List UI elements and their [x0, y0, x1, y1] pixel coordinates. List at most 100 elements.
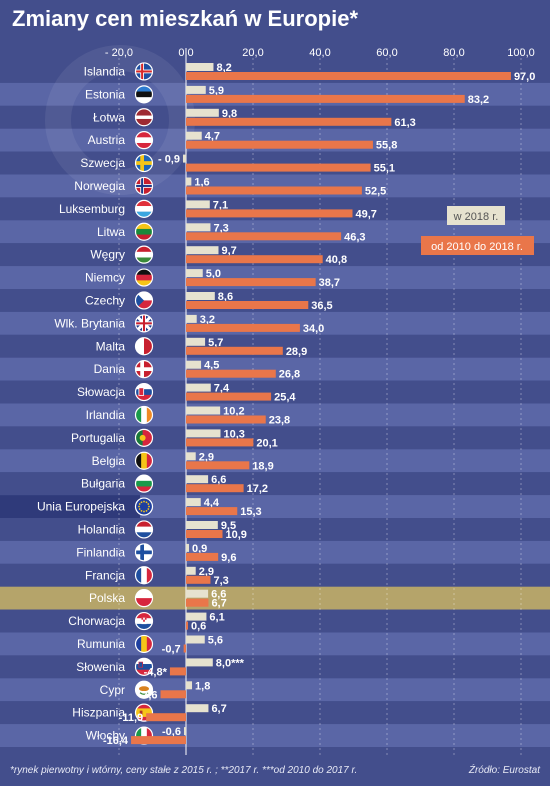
data-label-2018: 5,0	[206, 268, 221, 280]
data-label-2010-2018: -0,7	[162, 644, 181, 656]
eu-flag	[134, 497, 154, 516]
bar-2018	[186, 314, 197, 323]
data-label-2010-2018: 34,0	[303, 323, 324, 335]
country-label: Hiszpania	[72, 706, 125, 720]
bar-2010-2018	[186, 438, 254, 447]
data-label-2018: 7,4	[214, 383, 230, 395]
romania-flag	[134, 634, 154, 654]
country-label: Finlandia	[76, 545, 125, 559]
latvia-flag	[134, 108, 154, 127]
data-label-2010-2018: 17,2	[247, 483, 268, 495]
bar-2010-2018	[186, 530, 223, 538]
data-label-2010-2018: 40,8	[326, 254, 347, 266]
bar-2018	[186, 429, 221, 438]
country-label: Węgry	[90, 248, 125, 262]
data-label-2018: 8,6	[218, 291, 233, 303]
bar-2010-2018	[186, 278, 316, 287]
bar-2010-2018	[186, 209, 353, 218]
chart-title: Zmiany cen mieszkań w Europie*	[12, 6, 359, 31]
estonia-flag	[134, 85, 154, 104]
data-label-2018: 10,2	[223, 406, 244, 418]
data-label-2010-2018: -16,4	[103, 735, 129, 747]
country-label: Chorwacja	[68, 614, 125, 628]
legend-swatch-2018	[447, 206, 505, 225]
country-label: Irlandia	[86, 408, 126, 422]
data-label-2018: 8,2	[216, 62, 231, 74]
data-label-2010-2018: 20,1	[256, 437, 277, 449]
data-label-2010-2018: -7,6	[139, 689, 158, 701]
data-label-2010-2018: -11,9	[119, 712, 143, 724]
country-label: Holandia	[78, 522, 126, 536]
data-label-2010-2018: 6,7	[211, 598, 226, 610]
data-label-2010-2018: 52,5	[365, 186, 386, 198]
malta-flag	[134, 337, 154, 356]
croatia-flag	[134, 611, 154, 631]
footnote: *rynek pierwotny i wtórny, ceny stałe z …	[10, 765, 358, 776]
data-label-2010-2018: 23,8	[269, 415, 290, 427]
bar-2010-2018	[186, 621, 189, 630]
data-label-2018: 6,1	[209, 612, 224, 624]
bar-2010-2018	[186, 392, 272, 401]
bar-2018	[186, 521, 218, 529]
data-label-2010-2018: 55,1	[374, 163, 395, 175]
bar-2018	[186, 543, 190, 552]
portugal-flag	[134, 428, 154, 447]
data-label-2018: - 0,9	[158, 154, 180, 166]
cyprus-flag	[134, 680, 154, 699]
bar-2010-2018	[186, 232, 342, 241]
bar-2018	[186, 360, 202, 369]
data-label-2018: 9,8	[222, 108, 237, 120]
bar-2010-2018	[169, 667, 186, 676]
bulgaria-flag	[134, 474, 154, 493]
data-label-2010-2018: 26,8	[279, 369, 300, 381]
sweden-flag	[134, 153, 154, 173]
hungary-flag	[134, 245, 154, 264]
bar-2018	[186, 681, 193, 690]
bar-2018	[186, 612, 207, 621]
bar-2018	[186, 337, 206, 346]
bar-2018	[186, 108, 219, 117]
data-label-2018: 5,7	[208, 337, 223, 349]
uk-flag	[134, 314, 154, 333]
slovakia-flag	[134, 382, 154, 402]
bar-2010-2018	[186, 163, 371, 172]
data-label-2018: 4,4	[204, 497, 220, 509]
bar-2010-2018	[186, 346, 283, 355]
bar-2010-2018	[186, 461, 250, 470]
country-label: Wlk. Brytania	[54, 316, 125, 330]
data-label-2018: -0,6	[162, 726, 181, 738]
country-label: Rumunia	[77, 637, 125, 651]
data-label-2018: 1,6	[194, 177, 209, 189]
data-label-2010-2018: 25,4	[274, 392, 296, 404]
bar-2010-2018	[186, 117, 392, 126]
data-label-2010-2018: 38,7	[319, 277, 340, 289]
data-label-2018: 9,7	[221, 245, 236, 257]
netherlands-flag	[134, 520, 154, 539]
bar-2018	[186, 63, 214, 71]
bar-2010-2018	[186, 301, 309, 309]
data-label-2018: 7,3	[213, 222, 228, 234]
data-label-2010-2018: 49,7	[355, 208, 376, 220]
bar-2010-2018	[186, 140, 373, 149]
country-label: Cypr	[100, 683, 125, 697]
legend-label-2010-2018: od 2010 do 2018 r.	[431, 241, 523, 253]
slovenia-flag	[134, 657, 154, 676]
country-label: Polska	[89, 591, 125, 605]
bar-2018	[186, 635, 205, 644]
data-label-2010-2018: 61,3	[394, 117, 415, 129]
data-label-2018: 2,9	[199, 451, 214, 463]
country-label: Słowacja	[77, 385, 125, 399]
country-label: Bułgaria	[81, 477, 125, 491]
row-band	[0, 449, 550, 473]
x-tick-label: 100,0	[507, 47, 535, 59]
bar-2010-2018	[186, 94, 465, 103]
country-label: Czechy	[85, 293, 125, 307]
data-label-2018: 8,0***	[216, 657, 245, 669]
data-label-2018: 6,7	[211, 703, 226, 715]
data-label-2018: 6,6	[211, 589, 226, 601]
norway-flag	[134, 176, 154, 196]
czechia-flag	[134, 291, 154, 310]
data-label-2018: 4,7	[205, 131, 220, 143]
country-label: Belgia	[92, 454, 126, 468]
bar-2018	[186, 200, 210, 209]
